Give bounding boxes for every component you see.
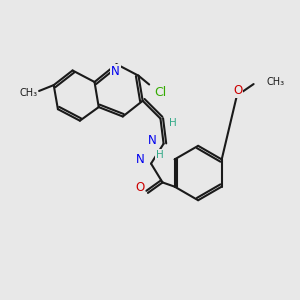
Text: N: N (148, 134, 157, 147)
Text: H: H (169, 118, 177, 128)
Text: N: N (136, 153, 145, 166)
Text: Cl: Cl (154, 86, 167, 99)
Text: O: O (233, 84, 242, 97)
Text: CH₃: CH₃ (20, 88, 38, 98)
Text: H: H (155, 150, 163, 160)
Text: N: N (111, 65, 120, 78)
Text: CH₃: CH₃ (266, 77, 284, 87)
Text: O: O (135, 181, 144, 194)
